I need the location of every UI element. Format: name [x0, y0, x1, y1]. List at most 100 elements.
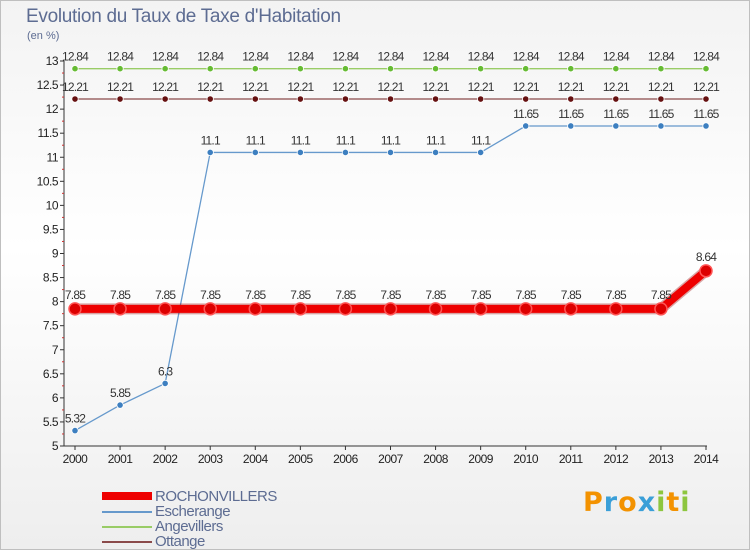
x-tick-label: 2006 — [333, 452, 359, 466]
x-tick-label: 2003 — [198, 452, 224, 466]
data-point — [567, 95, 575, 103]
data-point — [477, 148, 485, 157]
data-label: 12.84 — [107, 50, 134, 64]
data-point — [699, 264, 713, 278]
data-label: 11.1 — [291, 133, 311, 147]
proxiti-logo: Proxiti — [583, 487, 691, 518]
logo-letter: r — [603, 487, 619, 518]
data-point — [116, 65, 124, 73]
data-point — [113, 302, 127, 316]
x-tick-label: 2007 — [378, 452, 404, 466]
data-label: 12.21 — [603, 80, 630, 94]
x-tick-label: 2012 — [604, 452, 630, 466]
data-point — [71, 95, 79, 103]
data-label: 12.84 — [648, 50, 675, 64]
data-point — [296, 148, 304, 157]
data-label: 11.1 — [201, 133, 221, 147]
data-label: 7.85 — [651, 288, 672, 302]
data-point — [654, 302, 668, 316]
data-label: 12.21 — [152, 80, 179, 94]
data-label: 12.84 — [62, 50, 89, 64]
data-point — [431, 95, 440, 103]
legend-label: Ottange — [155, 533, 205, 550]
data-label: 12.84 — [423, 50, 450, 64]
data-label: 7.85 — [471, 288, 492, 302]
x-tick-label: 2008 — [423, 452, 449, 466]
data-point — [161, 65, 169, 73]
y-tick-label: 5 — [52, 439, 59, 453]
y-tick-label: 10 — [46, 198, 59, 212]
data-label: 7.85 — [425, 288, 446, 302]
y-tick-label: 7 — [52, 343, 59, 357]
x-tick-label: 2000 — [63, 452, 89, 466]
x-tick-label: 2010 — [513, 452, 539, 466]
y-tick-label: 6.5 — [43, 367, 59, 381]
series-group — [68, 65, 713, 435]
data-label: 6.3 — [158, 364, 173, 378]
data-label: 12.84 — [558, 50, 585, 64]
data-point — [386, 95, 395, 103]
data-label: 5.85 — [110, 386, 131, 400]
logo-letter: i — [680, 487, 691, 518]
data-point — [296, 65, 304, 73]
y-tick-label: 12 — [46, 102, 59, 116]
data-label: 12.21 — [242, 80, 269, 94]
data-label: 7.85 — [335, 288, 356, 302]
data-point — [518, 302, 533, 316]
data-label: 12.84 — [197, 50, 224, 64]
data-label: 11.65 — [603, 107, 629, 121]
data-label: 12.84 — [468, 50, 495, 64]
data-label: 12.84 — [287, 50, 314, 64]
legend-swatch — [102, 511, 152, 513]
data-label: 12.21 — [197, 80, 224, 94]
data-point — [428, 302, 443, 316]
data-point — [612, 95, 620, 103]
data-label: 7.85 — [200, 288, 221, 302]
data-label: 11.65 — [693, 107, 719, 121]
data-point — [609, 302, 623, 316]
data-point — [522, 65, 530, 73]
data-label: 7.85 — [245, 288, 266, 302]
data-point — [251, 65, 259, 73]
data-label: 12.21 — [287, 80, 314, 94]
data-point — [161, 379, 169, 388]
data-point — [477, 95, 485, 103]
axes: 5 5.5 6 6.5 7 7.5 8 8.5 9 9.5 10 10.5 11 11.5 12 12.5 13… — [37, 54, 720, 466]
data-point — [522, 122, 530, 130]
data-label: 12.21 — [558, 80, 585, 94]
data-label: 11.1 — [426, 133, 446, 147]
data-label: 12.21 — [648, 80, 675, 94]
data-label: 12.21 — [332, 80, 359, 94]
data-label: 11.1 — [381, 133, 401, 147]
data-label: 11.65 — [513, 107, 539, 121]
y-tick-label: 9 — [52, 247, 59, 261]
x-tick-label: 2013 — [649, 452, 675, 466]
data-label: 12.21 — [423, 80, 450, 94]
x-tick-label: 2001 — [108, 452, 134, 466]
data-label: 12.21 — [513, 80, 540, 94]
data-point — [206, 65, 214, 73]
chart-title: Evolution du Taux de Taxe d'Habitation — [26, 6, 341, 27]
data-point — [567, 122, 575, 130]
data-point — [71, 426, 79, 435]
data-point — [657, 122, 665, 130]
data-point — [702, 122, 710, 130]
data-label: 12.21 — [693, 80, 720, 94]
data-point — [431, 65, 440, 73]
logo-letter: i — [656, 487, 667, 518]
y-tick-label: 11.5 — [38, 126, 59, 140]
data-point — [161, 95, 169, 103]
data-point — [251, 148, 259, 157]
data-label: 7.85 — [290, 288, 311, 302]
data-point — [612, 122, 620, 130]
y-tick-label: 12.5 — [37, 78, 59, 92]
data-label: 12.84 — [377, 50, 404, 64]
x-tick-label: 2004 — [243, 452, 269, 466]
data-label: 7.85 — [561, 288, 582, 302]
data-point — [564, 302, 578, 316]
data-label: 7.85 — [516, 288, 537, 302]
data-label: 11.65 — [558, 107, 584, 121]
data-point — [386, 148, 395, 157]
